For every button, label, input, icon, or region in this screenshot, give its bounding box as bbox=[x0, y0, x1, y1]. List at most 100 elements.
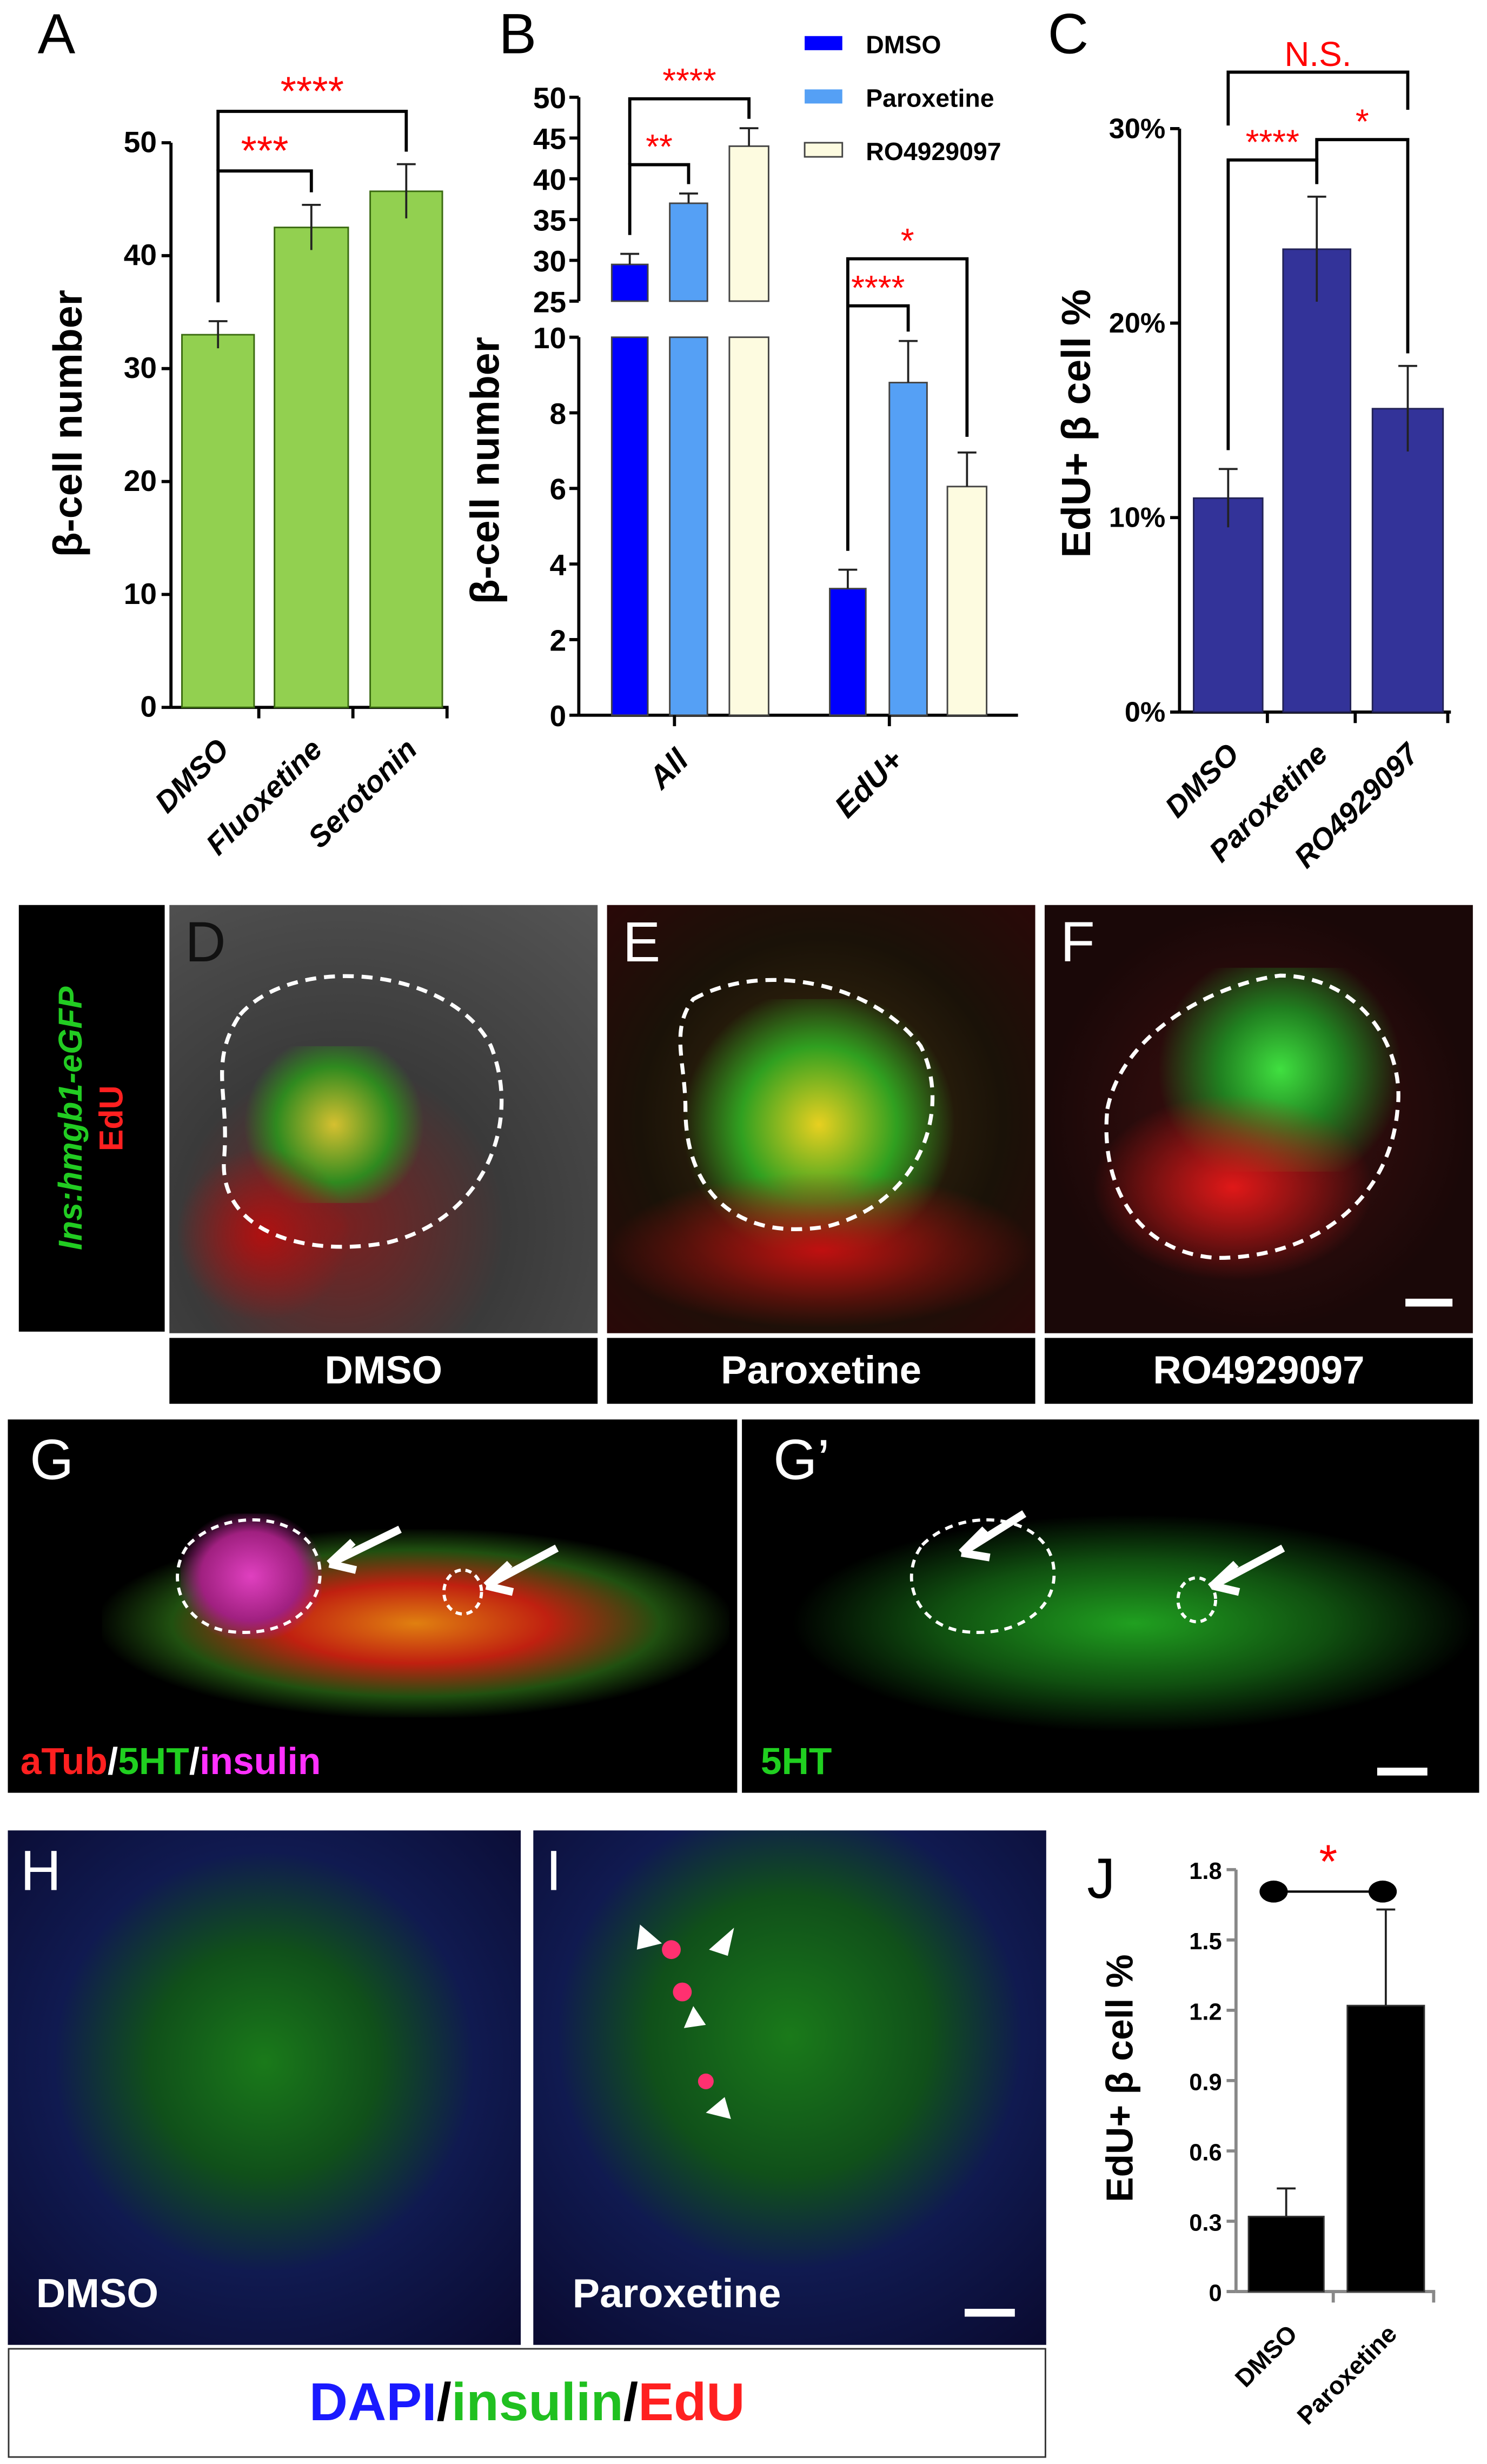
legend-label: DMSO bbox=[866, 31, 941, 59]
y-tick-label: 40 bbox=[124, 238, 157, 271]
y-axis-label: EdU+ β cell % bbox=[1098, 1954, 1140, 2202]
y-tick-label: 30% bbox=[1109, 113, 1165, 144]
x-tick-label: DMSO bbox=[1230, 2320, 1303, 2393]
islet-outline bbox=[176, 1518, 322, 1634]
separator: / bbox=[436, 2372, 452, 2432]
significance-label: N.S. bbox=[1284, 35, 1351, 74]
significance-bracket bbox=[1226, 158, 1319, 450]
x-tick-label: All bbox=[641, 742, 696, 796]
x-tick-label: DMSO bbox=[148, 732, 235, 819]
significance-label: * bbox=[1356, 102, 1369, 141]
y-axis-label: β-cell number bbox=[462, 337, 507, 604]
significance-bracket bbox=[216, 169, 313, 303]
bar bbox=[829, 588, 867, 716]
islet-outline bbox=[220, 974, 504, 1249]
significance-bracket bbox=[628, 97, 751, 165]
arrow-icon bbox=[483, 1544, 559, 1596]
panel-letter-j: J bbox=[1087, 1846, 1116, 1911]
bar bbox=[946, 486, 988, 716]
significance-bracket bbox=[846, 304, 910, 551]
bar bbox=[369, 190, 443, 708]
bar bbox=[1247, 2215, 1325, 2293]
condition-label-e: Paroxetine bbox=[607, 1338, 1035, 1404]
panel-letter-a: A bbox=[37, 1, 76, 66]
bar bbox=[181, 334, 255, 708]
y-tick-label: 6 bbox=[550, 473, 567, 506]
y-axis-label: β-cell number bbox=[45, 290, 90, 557]
significance-dot bbox=[1259, 1881, 1288, 1903]
legend-swatch bbox=[804, 142, 844, 158]
significance-label: **** bbox=[281, 68, 344, 114]
y-tick-label: 20% bbox=[1109, 308, 1165, 339]
bar bbox=[1346, 2004, 1425, 2293]
arrow-icon bbox=[327, 1525, 402, 1574]
legend-label: Paroxetine bbox=[866, 84, 994, 112]
islet-outline bbox=[910, 1518, 1056, 1634]
x-tick-label: Paroxetine bbox=[1292, 2320, 1403, 2430]
stain-insulin: insulin bbox=[200, 1741, 321, 1784]
stain-edu: EdU bbox=[638, 2372, 745, 2432]
y-tick-label: 10 bbox=[124, 577, 157, 610]
significance-dot bbox=[1368, 1881, 1397, 1903]
y-tick-label: 35 bbox=[533, 203, 566, 237]
y-tick-label: 30 bbox=[124, 351, 157, 384]
y-tick-label: 20 bbox=[124, 464, 157, 497]
panel-letter-f: F bbox=[1060, 909, 1095, 974]
micrograph-d: D bbox=[169, 905, 598, 1333]
significance-label: *** bbox=[241, 128, 288, 174]
y-tick-label: 1.5 bbox=[1189, 1929, 1222, 1955]
panel-letter-b: B bbox=[499, 1, 537, 66]
stain-atub: aTub bbox=[20, 1741, 108, 1784]
arrowhead-icon bbox=[709, 1928, 734, 1956]
bar bbox=[1371, 408, 1444, 713]
y-tick-label: 10 bbox=[533, 321, 566, 355]
bar-lower bbox=[728, 336, 769, 716]
condition-label-f: RO4929097 bbox=[1044, 1338, 1473, 1404]
micrograph-f: F bbox=[1044, 905, 1473, 1333]
stain-edu: EdU bbox=[93, 1085, 130, 1152]
arrow-icon bbox=[1210, 1544, 1285, 1596]
micrograph-h: H DMSO bbox=[8, 1830, 521, 2345]
y-tick-label: 0 bbox=[140, 690, 157, 723]
legend-swatch bbox=[805, 89, 842, 104]
bar-upper bbox=[669, 202, 708, 302]
micrograph-g-prime: G’ 5HT bbox=[742, 1419, 1479, 1793]
y-tick-label: 4 bbox=[550, 548, 567, 581]
islet-outline bbox=[1104, 973, 1400, 1260]
condition-label-d: DMSO bbox=[169, 1338, 598, 1404]
bar-lower bbox=[669, 336, 708, 716]
y-tick-label: 10% bbox=[1109, 502, 1165, 534]
arrowhead-icon bbox=[706, 2097, 731, 2119]
y-tick-label: 50 bbox=[533, 81, 566, 115]
significance-label: **** bbox=[851, 268, 905, 307]
micrograph-i: I Paroxetine bbox=[533, 1830, 1046, 2345]
y-tick-label: 8 bbox=[550, 397, 567, 430]
scale-bar bbox=[1377, 1768, 1428, 1776]
islet-outline bbox=[678, 978, 935, 1231]
y-tick-label: 25 bbox=[533, 285, 566, 318]
y-tick-label: 0% bbox=[1125, 696, 1165, 728]
y-tick-label: 1.2 bbox=[1189, 1999, 1222, 2025]
y-tick-label: 0 bbox=[1209, 2280, 1222, 2306]
scale-bar bbox=[964, 2308, 1015, 2317]
significance-bracket bbox=[216, 110, 408, 171]
panel-letter-h: H bbox=[20, 1838, 62, 1903]
bar bbox=[274, 227, 349, 708]
x-tick-label: EdU+ bbox=[828, 742, 910, 825]
significance-label: * bbox=[901, 221, 914, 260]
significance-label: **** bbox=[662, 61, 716, 100]
significance-label: * bbox=[1319, 1835, 1337, 1888]
significance-bracket bbox=[1315, 138, 1410, 354]
separator: / bbox=[623, 2372, 639, 2432]
y-tick-label: 0 bbox=[550, 699, 567, 733]
y-tick-label: 45 bbox=[533, 122, 566, 156]
significance-bracket bbox=[1226, 70, 1410, 126]
y-tick-label: 30 bbox=[533, 244, 566, 278]
islet-outline bbox=[1176, 1576, 1218, 1624]
condition-label-i: Paroxetine bbox=[572, 2269, 781, 2317]
condition-label-h: DMSO bbox=[36, 2269, 158, 2317]
arrowhead-icon bbox=[636, 1924, 662, 1950]
bar-upper bbox=[610, 263, 649, 302]
